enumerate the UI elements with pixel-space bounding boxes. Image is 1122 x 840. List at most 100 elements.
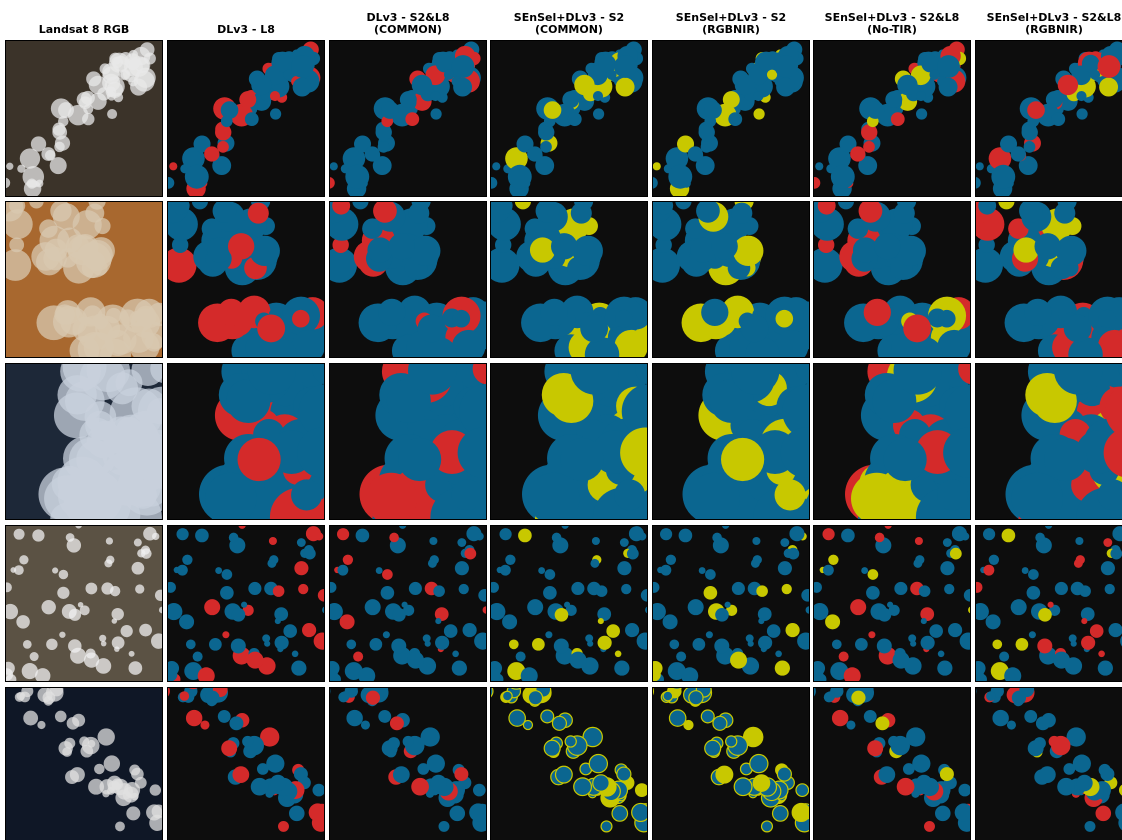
mask-blob: [204, 599, 220, 615]
mask-blob: [532, 638, 545, 651]
cloud: [106, 537, 113, 544]
mask-blob: [1013, 237, 1038, 262]
mask-blob: [688, 146, 703, 161]
mask-blob: [1046, 91, 1063, 108]
mask-blob: [919, 585, 931, 597]
mask-blob: [867, 101, 885, 119]
mask-blob: [866, 586, 880, 600]
mask-blob: [649, 603, 666, 620]
mask-blob: [251, 75, 271, 95]
mask-blob: [775, 479, 806, 510]
mask-blob: [1110, 548, 1122, 560]
mask-blob: [169, 162, 177, 170]
mask-blob: [568, 112, 582, 126]
mask-blob: [874, 233, 900, 259]
mask-blob: [861, 567, 868, 574]
mask-blob: [960, 632, 977, 649]
mask-blob: [205, 473, 257, 525]
cloud: [129, 311, 145, 327]
mask-blob: [809, 668, 823, 682]
mask-blob: [538, 567, 545, 574]
mask-blob: [528, 691, 542, 705]
mask-blob: [572, 236, 602, 266]
mask-blob: [275, 636, 289, 650]
mask-blob: [405, 112, 419, 126]
image-panel: [641, 192, 819, 372]
mask-blob: [952, 526, 967, 541]
image-panel: [809, 521, 977, 685]
cloud: [130, 79, 147, 96]
mask-blob: [712, 533, 722, 543]
mask-blob: [423, 634, 431, 642]
mask-blob: [663, 691, 673, 701]
mask-blob: [913, 559, 922, 568]
mask-blob: [971, 582, 982, 593]
mask-blob: [782, 584, 792, 594]
mask-blob: [554, 638, 569, 653]
mask-blob: [291, 479, 322, 510]
image-panel: [809, 40, 971, 198]
mask-blob: [306, 526, 321, 541]
mask-blob: [1099, 78, 1118, 97]
mask-blob: [1002, 529, 1016, 543]
mask-blob: [435, 618, 441, 624]
cloud: [135, 584, 144, 593]
cloud: [76, 440, 115, 479]
mask-blob: [322, 606, 330, 614]
cloud: [104, 559, 112, 567]
mask-blob: [746, 634, 754, 642]
mask-blob: [453, 78, 472, 97]
mask-blob: [275, 618, 281, 624]
cloud: [120, 70, 129, 79]
mask-blob: [431, 108, 442, 119]
mask-blob: [850, 599, 866, 615]
mask-blob: [1024, 299, 1051, 326]
mask-blob: [735, 75, 755, 95]
mask-blob: [294, 767, 308, 781]
mask-blob: [711, 233, 737, 259]
mask-blob: [648, 582, 659, 593]
mask-blob: [390, 716, 404, 730]
mask-blob: [571, 203, 592, 224]
mask-blob: [983, 565, 994, 576]
mask-blob: [897, 75, 917, 95]
mask-blob: [353, 652, 363, 662]
mask-blob: [213, 199, 237, 223]
mask-blob: [606, 624, 620, 638]
mask-blob: [714, 638, 729, 653]
mask-blob: [701, 710, 714, 723]
mask-blob: [503, 691, 513, 701]
mask-blob: [500, 565, 511, 576]
mask-blob: [696, 199, 720, 223]
mask-blob: [751, 559, 760, 568]
image-panel: [975, 342, 1122, 546]
mask-blob: [944, 584, 954, 594]
cloud: [146, 804, 162, 820]
mask-blob: [1081, 618, 1087, 624]
mask-blob: [1035, 533, 1045, 543]
cloud: [14, 529, 25, 540]
mask-blob: [815, 162, 823, 170]
mask-blob: [590, 559, 599, 568]
cloud: [57, 587, 69, 599]
mask-blob: [400, 91, 417, 108]
cloud: [79, 736, 89, 746]
cloud: [98, 728, 115, 745]
photo-background: [5, 687, 163, 840]
mask-blob: [269, 537, 277, 545]
mask-blob: [1105, 584, 1115, 594]
cloud: [41, 147, 55, 161]
mask-blob: [846, 720, 855, 729]
mask-blob: [762, 821, 773, 832]
cloud: [54, 142, 65, 153]
mask-blob: [752, 537, 760, 545]
image-panel: [0, 40, 163, 197]
mask-blob: [943, 538, 952, 547]
mask-blob: [915, 537, 923, 545]
mask-blob: [1055, 582, 1068, 595]
mask-blob: [809, 177, 821, 189]
mask-blob: [580, 314, 608, 342]
cloud: [112, 636, 125, 649]
mask-blob: [937, 55, 960, 78]
mask-blob: [229, 716, 243, 730]
